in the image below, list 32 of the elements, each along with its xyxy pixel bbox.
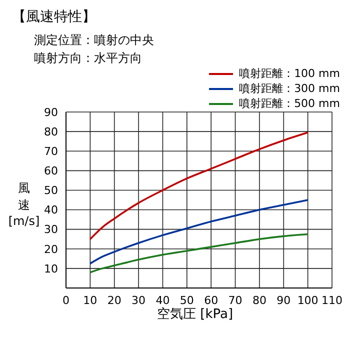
y-tick-label: 60 xyxy=(44,164,58,178)
x-tick-label: 0 xyxy=(62,294,70,307)
line-series xyxy=(89,132,309,240)
x-tick-label: 50 xyxy=(180,294,194,307)
x-tick-label: 40 xyxy=(156,294,170,307)
x-tick-label: 30 xyxy=(132,294,146,307)
y-tick-label: 10 xyxy=(44,262,58,276)
y-tick-label: 70 xyxy=(44,145,58,158)
legend-label: 噴射距離：300 mm xyxy=(239,81,340,96)
x-tick-label: 10 xyxy=(83,294,98,307)
y-tick-label: 90 xyxy=(44,106,58,119)
line-series xyxy=(89,233,309,274)
x-tick-label: 20 xyxy=(107,294,122,307)
y-tick-label: 50 xyxy=(44,184,58,198)
x-tick-label: 90 xyxy=(276,294,291,307)
y-tick-label: 40 xyxy=(44,204,58,217)
y-axis-title: 風速 [m/s] xyxy=(7,180,41,228)
line-series xyxy=(89,199,309,264)
legend-label: 噴射距離：100 mm xyxy=(239,66,340,81)
x-tick-label: 60 xyxy=(204,294,218,307)
x-tick-label: 70 xyxy=(228,294,242,307)
y-tick-label: 30 xyxy=(44,223,58,236)
y-tick-label: 20 xyxy=(44,242,58,256)
y-tick-label: 80 xyxy=(44,125,58,138)
x-tick-label: 110 xyxy=(322,294,342,307)
x-axis-title: 空気圧 [kPa] xyxy=(156,306,234,323)
chart-title: 【風速特性】 xyxy=(12,8,96,26)
text: 噴射方向：水平方向 xyxy=(34,50,142,67)
chart-subtitle: 測定位置：噴射の中央 xyxy=(34,32,154,49)
legend-label: 噴射距離：500 mm xyxy=(239,96,340,111)
x-tick-label: 100 xyxy=(297,294,318,307)
x-tick-label: 80 xyxy=(252,294,266,307)
